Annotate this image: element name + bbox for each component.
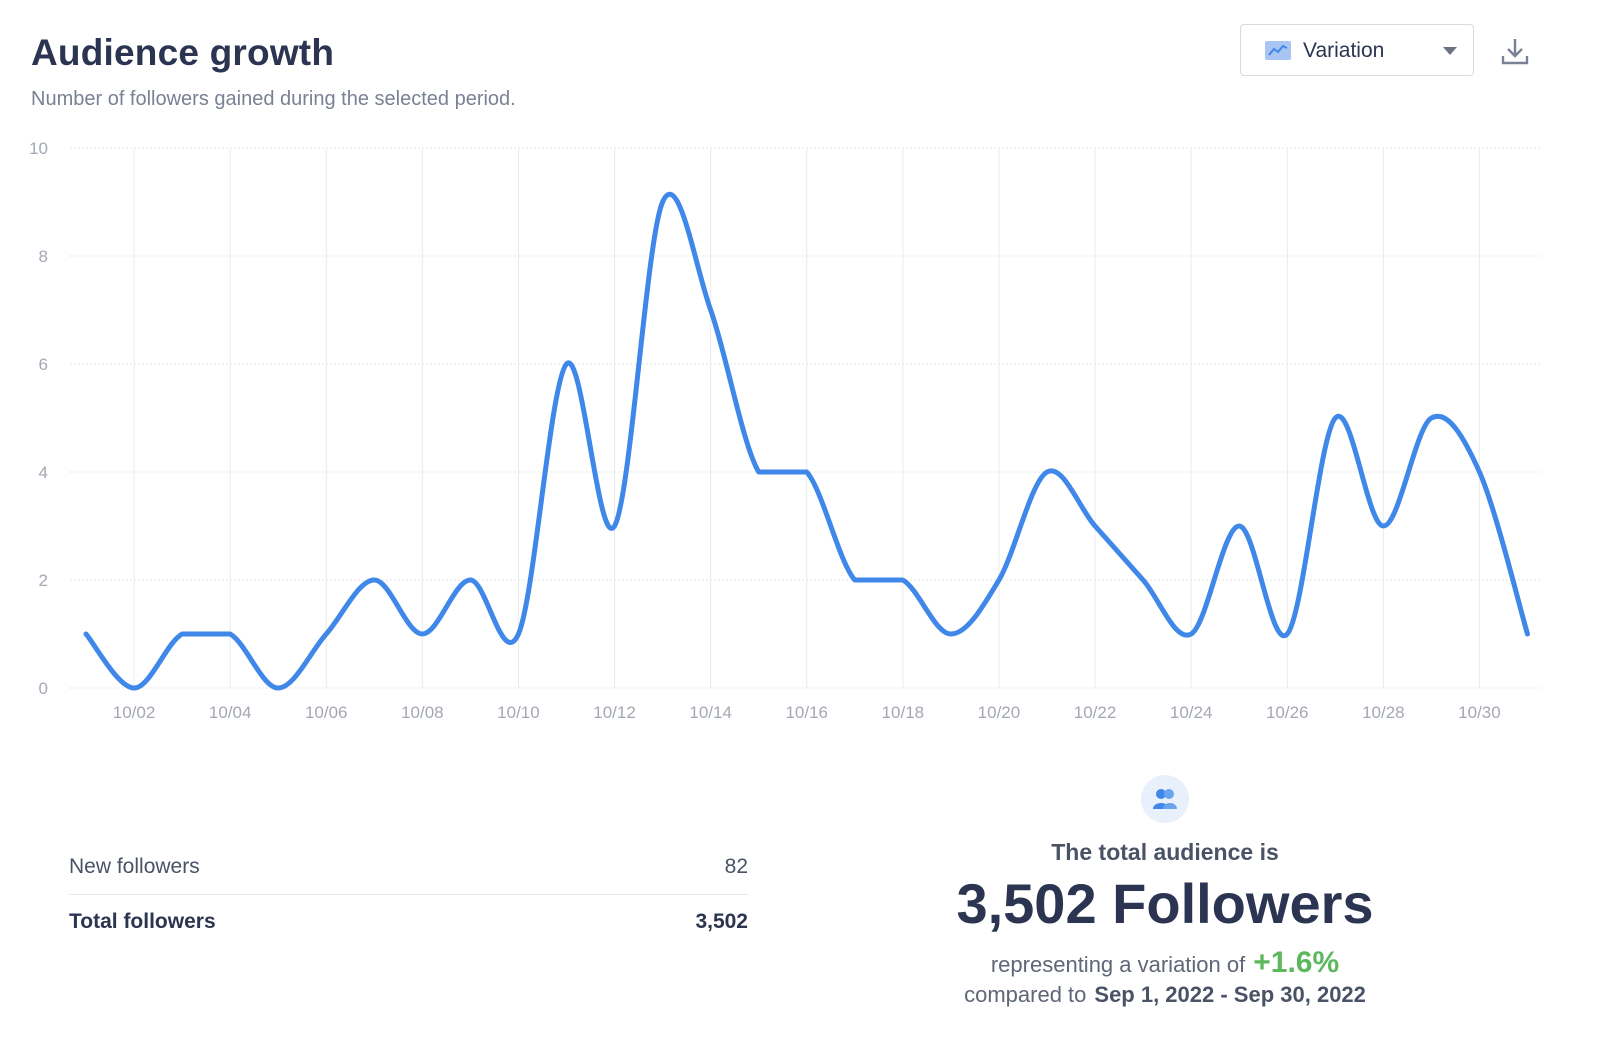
x-tick-label: 10/08 <box>401 703 444 722</box>
audience-variation: representing a variation of +1.6% <box>900 946 1430 980</box>
new-followers-row: New followers 82 <box>69 840 748 895</box>
x-tick-label: 10/16 <box>785 703 828 722</box>
users-icon <box>1153 789 1177 809</box>
x-tick-label: 10/10 <box>497 703 540 722</box>
x-tick-label: 10/28 <box>1362 703 1405 722</box>
total-followers-value: 3,502 <box>695 910 748 933</box>
x-tick-label: 10/02 <box>113 703 156 722</box>
new-followers-label: New followers <box>69 855 200 878</box>
audience-total: 3,502 Followers <box>956 872 1374 935</box>
y-tick-label: 8 <box>39 247 48 266</box>
y-tick-label: 10 <box>29 139 48 158</box>
x-tick-label: 10/18 <box>882 703 925 722</box>
variation-text: representing a variation of <box>990 952 1246 977</box>
line-chart-icon <box>1265 41 1291 60</box>
chevron-down-icon <box>1443 47 1457 55</box>
x-tick-label: 10/30 <box>1458 703 1501 722</box>
x-tick-label: 10/22 <box>1074 703 1117 722</box>
compared-text: compared to <box>964 982 1087 1007</box>
users-badge <box>1141 775 1189 823</box>
follower-stats: New followers 82 Total followers 3,502 <box>69 840 748 949</box>
y-tick-label: 4 <box>39 463 48 482</box>
x-tick-label: 10/12 <box>593 703 636 722</box>
x-tick-label: 10/20 <box>978 703 1021 722</box>
x-tick-label: 10/26 <box>1266 703 1309 722</box>
x-tick-label: 10/04 <box>209 703 252 722</box>
growth-line-chart: 0 2 4 6 8 10 10/02 10/04 10/06 10/08 10/10 10/12 10/… <box>29 139 1540 722</box>
variation-percent: +1.6% <box>1253 946 1340 979</box>
download-icon[interactable] <box>1498 36 1532 68</box>
x-tick-label: 10/06 <box>305 703 348 722</box>
audience-lead-text: The total audience is <box>1051 839 1279 865</box>
y-tick-label: 6 <box>39 355 48 374</box>
new-followers-value: 82 <box>724 855 748 878</box>
y-tick-label: 0 <box>39 679 48 698</box>
chart-view-label: Variation <box>1303 39 1385 62</box>
total-followers-label: Total followers <box>69 910 216 933</box>
total-followers-row: Total followers 3,502 <box>69 895 748 949</box>
page-title: Audience growth <box>31 32 335 73</box>
x-tick-label: 10/24 <box>1170 703 1213 722</box>
page-subtitle: Number of followers gained during the se… <box>31 88 516 110</box>
audience-summary: The total audience is 3,502 Followers re… <box>900 775 1430 1008</box>
y-tick-label: 2 <box>39 571 48 590</box>
audience-comparison: compared to Sep 1, 2022 - Sep 30, 2022 <box>900 982 1430 1008</box>
series-line-new-followers <box>83 191 1530 691</box>
x-tick-label: 10/14 <box>689 703 732 722</box>
comparison-range: Sep 1, 2022 - Sep 30, 2022 <box>1094 982 1366 1007</box>
chart-view-select[interactable]: Variation <box>1240 24 1474 76</box>
